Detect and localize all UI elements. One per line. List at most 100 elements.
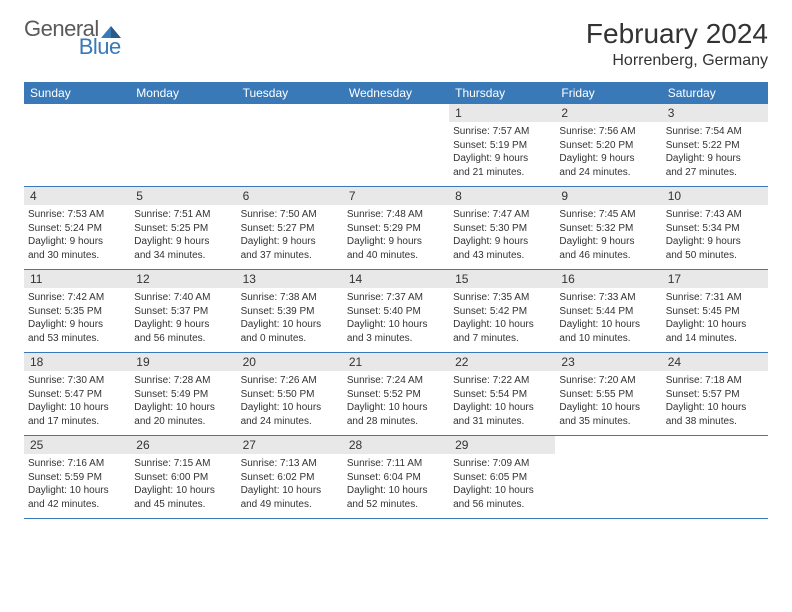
- day-dl2: and 35 minutes.: [559, 415, 657, 429]
- day-content: Sunrise: 7:20 AMSunset: 5:55 PMDaylight:…: [555, 371, 661, 431]
- day-sunrise: Sunrise: 7:43 AM: [666, 208, 764, 222]
- day-number: 16: [555, 270, 661, 288]
- day-cell-29: 29Sunrise: 7:09 AMSunset: 6:05 PMDayligh…: [449, 436, 555, 518]
- day-sunset: Sunset: 5:22 PM: [666, 139, 764, 153]
- empty-cell: [343, 104, 449, 186]
- day-dl2: and 40 minutes.: [347, 249, 445, 263]
- day-number: 21: [343, 353, 449, 371]
- day-sunrise: Sunrise: 7:54 AM: [666, 125, 764, 139]
- day-sunrise: Sunrise: 7:45 AM: [559, 208, 657, 222]
- day-dl1: Daylight: 10 hours: [347, 401, 445, 415]
- day-cell-15: 15Sunrise: 7:35 AMSunset: 5:42 PMDayligh…: [449, 270, 555, 352]
- day-sunset: Sunset: 5:32 PM: [559, 222, 657, 236]
- day-content: Sunrise: 7:35 AMSunset: 5:42 PMDaylight:…: [449, 288, 555, 348]
- day-sunset: Sunset: 5:35 PM: [28, 305, 126, 319]
- day-content: Sunrise: 7:53 AMSunset: 5:24 PMDaylight:…: [24, 205, 130, 265]
- day-cell-4: 4Sunrise: 7:53 AMSunset: 5:24 PMDaylight…: [24, 187, 130, 269]
- empty-cell: [662, 436, 768, 518]
- day-cell-13: 13Sunrise: 7:38 AMSunset: 5:39 PMDayligh…: [237, 270, 343, 352]
- logo: GeneralBlue: [24, 18, 121, 58]
- day-number: 15: [449, 270, 555, 288]
- day-number: 25: [24, 436, 130, 454]
- day-sunset: Sunset: 5:29 PM: [347, 222, 445, 236]
- day-dl1: Daylight: 9 hours: [453, 235, 551, 249]
- day-number: 2: [555, 104, 661, 122]
- day-content: Sunrise: 7:24 AMSunset: 5:52 PMDaylight:…: [343, 371, 449, 431]
- day-dl1: Daylight: 9 hours: [559, 152, 657, 166]
- day-cell-25: 25Sunrise: 7:16 AMSunset: 5:59 PMDayligh…: [24, 436, 130, 518]
- day-sunrise: Sunrise: 7:16 AM: [28, 457, 126, 471]
- day-sunset: Sunset: 5:30 PM: [453, 222, 551, 236]
- day-cell-24: 24Sunrise: 7:18 AMSunset: 5:57 PMDayligh…: [662, 353, 768, 435]
- day-content: Sunrise: 7:43 AMSunset: 5:34 PMDaylight:…: [662, 205, 768, 265]
- day-sunrise: Sunrise: 7:57 AM: [453, 125, 551, 139]
- day-dl2: and 53 minutes.: [28, 332, 126, 346]
- day-dl2: and 24 minutes.: [559, 166, 657, 180]
- day-dl2: and 38 minutes.: [666, 415, 764, 429]
- day-dl2: and 7 minutes.: [453, 332, 551, 346]
- day-sunrise: Sunrise: 7:56 AM: [559, 125, 657, 139]
- day-content: Sunrise: 7:40 AMSunset: 5:37 PMDaylight:…: [130, 288, 236, 348]
- day-dl2: and 49 minutes.: [241, 498, 339, 512]
- day-cell-27: 27Sunrise: 7:13 AMSunset: 6:02 PMDayligh…: [237, 436, 343, 518]
- day-number: 20: [237, 353, 343, 371]
- day-number: 14: [343, 270, 449, 288]
- day-dl1: Daylight: 10 hours: [241, 401, 339, 415]
- day-sunset: Sunset: 6:05 PM: [453, 471, 551, 485]
- day-content: Sunrise: 7:18 AMSunset: 5:57 PMDaylight:…: [662, 371, 768, 431]
- empty-cell: [237, 104, 343, 186]
- day-number: 13: [237, 270, 343, 288]
- day-content: Sunrise: 7:50 AMSunset: 5:27 PMDaylight:…: [237, 205, 343, 265]
- day-cell-8: 8Sunrise: 7:47 AMSunset: 5:30 PMDaylight…: [449, 187, 555, 269]
- day-number: 26: [130, 436, 236, 454]
- day-content: Sunrise: 7:38 AMSunset: 5:39 PMDaylight:…: [237, 288, 343, 348]
- day-sunrise: Sunrise: 7:35 AM: [453, 291, 551, 305]
- day-sunset: Sunset: 6:04 PM: [347, 471, 445, 485]
- day-dl2: and 52 minutes.: [347, 498, 445, 512]
- weekday-header-thursday: Thursday: [449, 82, 555, 104]
- day-dl2: and 10 minutes.: [559, 332, 657, 346]
- day-dl1: Daylight: 10 hours: [453, 318, 551, 332]
- day-number: 18: [24, 353, 130, 371]
- day-cell-22: 22Sunrise: 7:22 AMSunset: 5:54 PMDayligh…: [449, 353, 555, 435]
- day-number: 29: [449, 436, 555, 454]
- day-dl1: Daylight: 10 hours: [666, 401, 764, 415]
- day-cell-18: 18Sunrise: 7:30 AMSunset: 5:47 PMDayligh…: [24, 353, 130, 435]
- day-dl2: and 30 minutes.: [28, 249, 126, 263]
- day-dl1: Daylight: 10 hours: [28, 401, 126, 415]
- day-content: Sunrise: 7:37 AMSunset: 5:40 PMDaylight:…: [343, 288, 449, 348]
- day-dl1: Daylight: 10 hours: [241, 484, 339, 498]
- day-content: Sunrise: 7:30 AMSunset: 5:47 PMDaylight:…: [24, 371, 130, 431]
- month-title: February 2024: [586, 18, 768, 50]
- week-row: 4Sunrise: 7:53 AMSunset: 5:24 PMDaylight…: [24, 187, 768, 270]
- day-number: 5: [130, 187, 236, 205]
- day-content: Sunrise: 7:28 AMSunset: 5:49 PMDaylight:…: [130, 371, 236, 431]
- day-dl1: Daylight: 9 hours: [666, 235, 764, 249]
- day-number: 17: [662, 270, 768, 288]
- day-sunrise: Sunrise: 7:18 AM: [666, 374, 764, 388]
- day-content: Sunrise: 7:54 AMSunset: 5:22 PMDaylight:…: [662, 122, 768, 182]
- day-sunset: Sunset: 5:37 PM: [134, 305, 232, 319]
- day-sunset: Sunset: 5:44 PM: [559, 305, 657, 319]
- day-cell-10: 10Sunrise: 7:43 AMSunset: 5:34 PMDayligh…: [662, 187, 768, 269]
- day-dl1: Daylight: 10 hours: [134, 484, 232, 498]
- day-cell-23: 23Sunrise: 7:20 AMSunset: 5:55 PMDayligh…: [555, 353, 661, 435]
- week-row: 18Sunrise: 7:30 AMSunset: 5:47 PMDayligh…: [24, 353, 768, 436]
- day-dl1: Daylight: 10 hours: [134, 401, 232, 415]
- day-cell-16: 16Sunrise: 7:33 AMSunset: 5:44 PMDayligh…: [555, 270, 661, 352]
- day-sunrise: Sunrise: 7:15 AM: [134, 457, 232, 471]
- day-cell-7: 7Sunrise: 7:48 AMSunset: 5:29 PMDaylight…: [343, 187, 449, 269]
- day-dl1: Daylight: 9 hours: [28, 235, 126, 249]
- day-dl2: and 27 minutes.: [666, 166, 764, 180]
- day-sunrise: Sunrise: 7:50 AM: [241, 208, 339, 222]
- weekday-header-row: SundayMondayTuesdayWednesdayThursdayFrid…: [24, 82, 768, 104]
- day-dl1: Daylight: 10 hours: [453, 484, 551, 498]
- day-number: 11: [24, 270, 130, 288]
- day-dl2: and 17 minutes.: [28, 415, 126, 429]
- day-sunrise: Sunrise: 7:33 AM: [559, 291, 657, 305]
- day-cell-28: 28Sunrise: 7:11 AMSunset: 6:04 PMDayligh…: [343, 436, 449, 518]
- day-sunrise: Sunrise: 7:11 AM: [347, 457, 445, 471]
- day-number: 6: [237, 187, 343, 205]
- day-dl1: Daylight: 9 hours: [28, 318, 126, 332]
- day-dl1: Daylight: 9 hours: [559, 235, 657, 249]
